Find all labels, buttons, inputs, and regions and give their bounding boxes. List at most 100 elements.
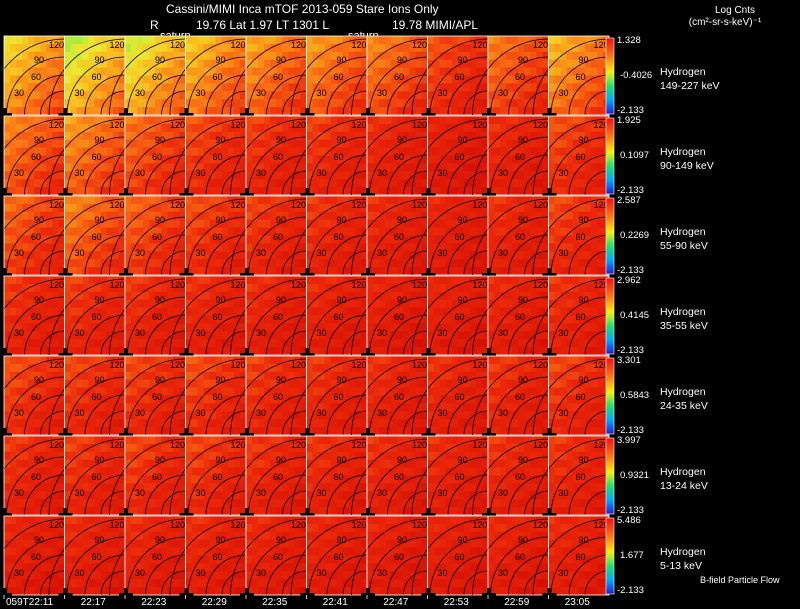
colorbar-mid-value: 0.2269 [620,230,650,241]
heatmap-cell: 30 60 90 120 [169,435,247,522]
contour-label: 30 [317,408,327,418]
contour-label: 30 [317,568,327,578]
contour-label: 120 [110,40,125,50]
colorbar-frame [605,437,615,515]
heatmap-cell: 30 60 90 120 [472,195,549,282]
heatmap-cell: 30 60 90 120 [290,35,368,122]
contour-label: 90 [397,215,407,225]
colorbar-min-value: -2.133 [617,265,644,276]
contour-label: 60 [273,152,283,162]
contour-label: 60 [31,232,41,242]
contour-label: 90 [155,55,165,65]
contour-label: 120 [231,440,246,450]
contour-label: 60 [334,152,344,162]
contour-label: 120 [412,280,427,290]
species-label: Hydrogen [660,306,706,318]
contour-label: 60 [515,552,525,562]
species-label: Hydrogen [660,386,706,398]
heatmap-cell: 30 60 90 120 [169,35,247,122]
contour-label: 90 [34,55,44,65]
contour-label: 90 [95,55,105,65]
contour-label: 90 [579,295,589,305]
heatmap-cell: 30 60 90 120 [48,435,126,522]
colorbar-unit-expression: (cm²-sr-s-keV)⁻¹ [688,17,762,28]
contour-label: 30 [317,328,327,338]
contour-label: 30 [135,328,145,338]
contour-label: 120 [473,520,488,530]
heatmap-cell: 30 60 90 120 [169,355,247,442]
contour-label: 30 [559,488,569,498]
contour-label: 60 [92,152,102,162]
time-tick-label: 22:35 [262,597,288,608]
contour-label: 60 [455,72,465,82]
energy-range-label: 35-55 keV [660,320,708,332]
heatmap-cell: 30 60 90 120 [290,275,368,362]
colorbar-frame [605,117,615,195]
contour-label: 120 [473,280,488,290]
contour-label: 30 [196,408,206,418]
heatmap-cell: 30 60 90 120 [230,195,307,282]
heatmap-cell: 30 60 90 120 [472,355,549,442]
contour-label: 30 [14,248,24,258]
contour-label: 60 [334,392,344,402]
contour-label: 30 [559,248,569,258]
contour-label: 60 [92,392,102,402]
contour-label: 60 [213,232,223,242]
contour-label: 90 [216,535,226,545]
contour-label: 60 [273,72,283,82]
contour-label: 60 [92,232,102,242]
contour-label: 90 [458,535,468,545]
contour-label: 60 [576,312,586,322]
contour-label: 120 [49,440,64,450]
contour-label: 60 [31,72,41,82]
contour-label: 30 [75,88,85,98]
contour-label: 30 [559,568,569,578]
contour-label: 30 [377,88,387,98]
contour-label: 120 [473,120,488,130]
contour-label: 90 [518,55,528,65]
contour-label: 120 [412,520,427,530]
contour-label: 60 [515,232,525,242]
contour-label: 30 [559,328,569,338]
contour-label: 60 [31,472,41,482]
colorbar [606,438,614,514]
chart-title: Cassini/MIMI Inca mTOF 2013-059 Stare Io… [166,2,439,16]
energy-range-label: 90-149 keV [660,160,714,172]
contour-label: 120 [49,280,64,290]
contour-label: 30 [135,168,145,178]
contour-label: 90 [276,215,286,225]
contour-label: 90 [397,375,407,385]
contour-label: 30 [498,408,508,418]
time-tick-label: 22:41 [322,597,348,608]
heatmap-cell: 30 60 90 120 [48,515,126,602]
contour-label: 120 [231,40,246,50]
contour-label: 90 [458,135,468,145]
contour-label: 90 [579,135,589,145]
contour-label: 120 [231,360,246,370]
contour-label: 120 [352,280,367,290]
heatmap-cell: 30 60 90 120 [109,355,186,442]
contour-label: 60 [394,232,404,242]
contour-label: 30 [317,168,327,178]
contour-label: 120 [49,360,64,370]
contour-label: 60 [213,392,223,402]
heatmap-cell: 30 60 90 120 [532,35,610,122]
contour-label: 90 [95,535,105,545]
contour-label: 60 [455,312,465,322]
heatmap-cell: 30 60 90 120 [351,515,428,602]
colorbar-max-value: 5.486 [617,515,641,526]
contour-label: 60 [31,152,41,162]
contour-label: 30 [438,488,448,498]
colorbar-frame [605,517,615,595]
contour-label: 90 [397,135,407,145]
contour-label: 120 [110,120,125,130]
heatmap-cell: 30 60 90 120 [351,35,428,122]
heatmap-cell: 30 60 90 120 [169,275,247,362]
contour-label: 90 [337,55,347,65]
contour-label: 60 [213,152,223,162]
contour-label: 90 [397,295,407,305]
contour-label: 30 [14,168,24,178]
contour-label: 30 [256,248,266,258]
heatmap-cell: 30 60 90 120 [290,355,368,442]
